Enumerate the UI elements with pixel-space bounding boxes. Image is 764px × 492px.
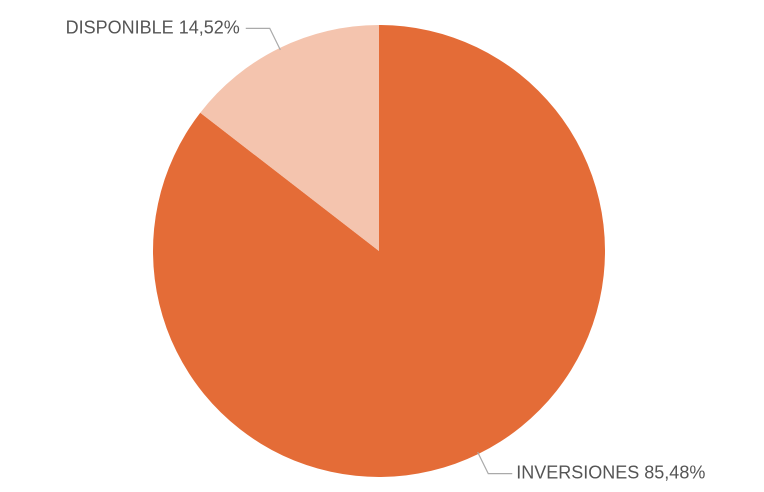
category-label: INVERSIONES bbox=[516, 462, 639, 482]
leader-line bbox=[477, 451, 513, 475]
data-label: INVERSIONES 85,48% bbox=[516, 462, 705, 482]
value-label: 14,52% bbox=[179, 17, 240, 37]
data-label: DISPONIBLE 14,52% bbox=[66, 17, 240, 37]
pie-slice bbox=[200, 25, 379, 251]
value-label: 85,48% bbox=[644, 462, 705, 482]
category-label: DISPONIBLE bbox=[66, 17, 174, 37]
leader-line bbox=[245, 27, 281, 51]
